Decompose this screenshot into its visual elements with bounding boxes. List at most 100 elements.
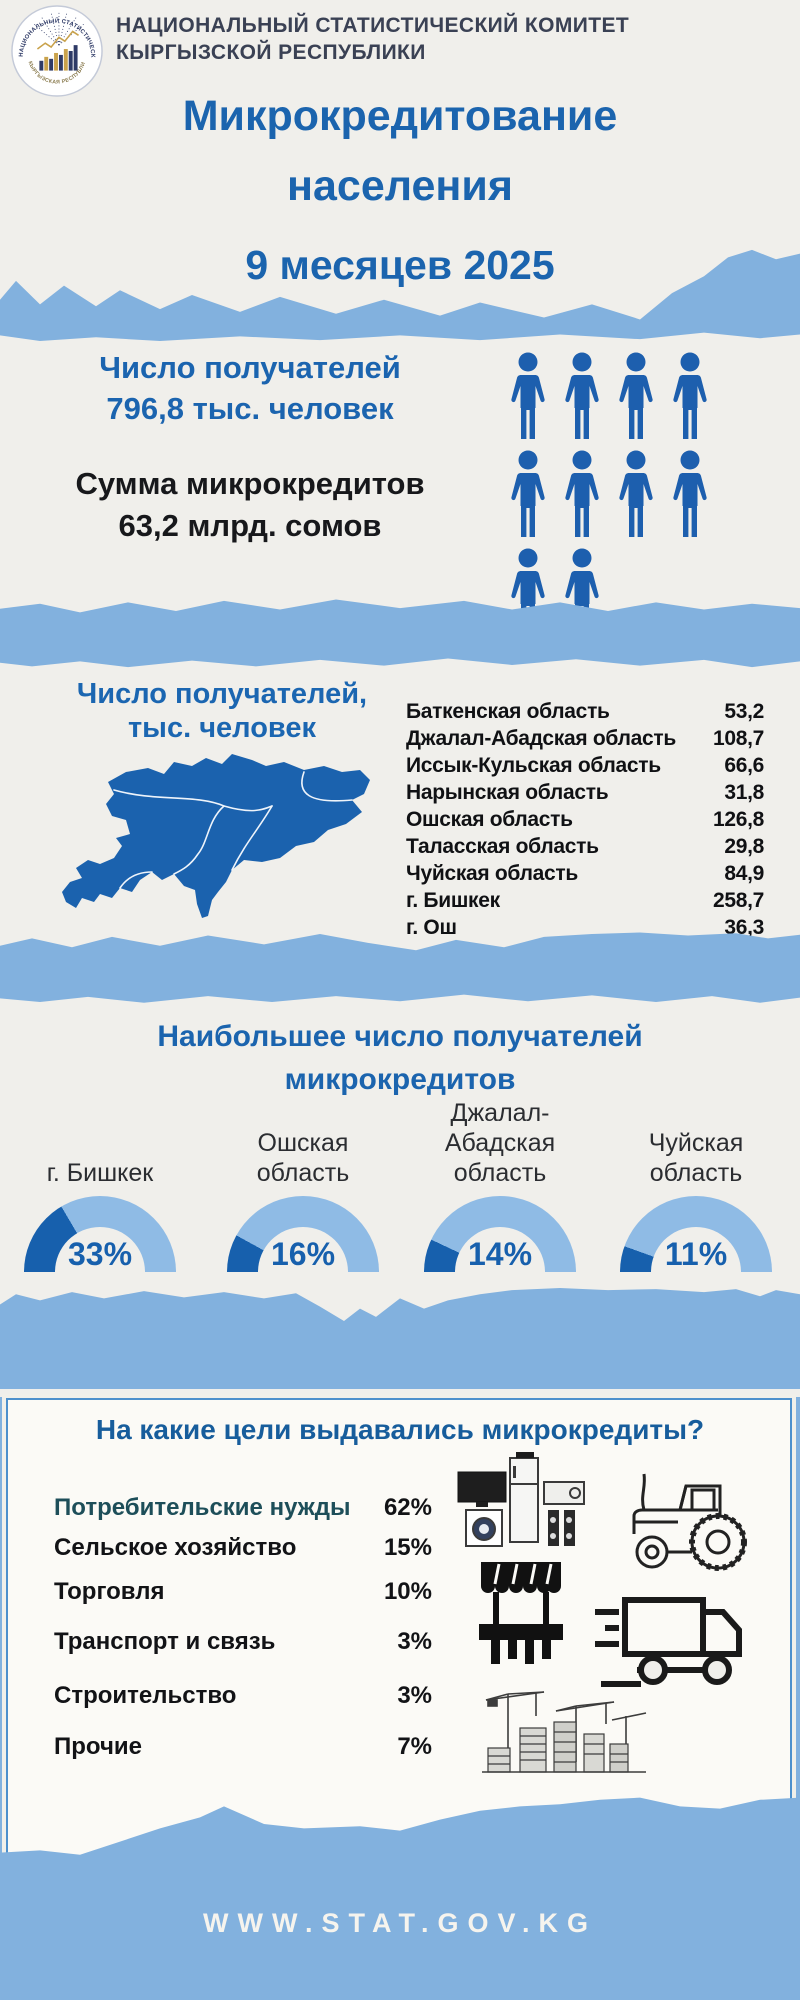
- website-url: WWW.STAT.GOV.KG: [203, 1908, 597, 1938]
- gauge-percent: 11%: [664, 1236, 728, 1272]
- nsc-logo: НАЦИОНАЛЬНЫЙ СТАТИСТИЧЕСКИЙ КОМИТЕТ КЫРГ…: [7, 0, 104, 103]
- gauge-label: Чуйская область: [648, 1129, 744, 1187]
- org-name: НАЦИОНАЛЬНЫЙ СТАТИСТИЧЕСКИЙ КОМИТЕТ КЫРГ…: [116, 12, 716, 66]
- purpose-value: 3%: [397, 1682, 432, 1709]
- appliances-icon: [452, 1452, 590, 1557]
- region-row: Джалал-Абадская область 108,7: [406, 727, 764, 753]
- gauges-title-line2: микрокредитов: [284, 1063, 516, 1096]
- person-icon: [511, 352, 545, 439]
- region-value: 31,8: [724, 781, 764, 804]
- purpose-value: 62%: [383, 1494, 432, 1521]
- region-label: г. Ош: [406, 916, 457, 939]
- purpose-label: Транспорт и связь: [54, 1628, 276, 1655]
- gauge-hole: 11%: [651, 1227, 741, 1272]
- nsc-logo-icon: НАЦИОНАЛЬНЫЙ СТАТИСТИЧЕСКИЙ КОМИТЕТ КЫРГ…: [7, 0, 103, 97]
- purpose-label: Сельское хозяйство: [54, 1534, 297, 1561]
- region-label: Ошская область: [406, 808, 573, 831]
- person-icon: [619, 450, 653, 537]
- region-row: Иссык-Кульская область 66,6: [406, 754, 764, 780]
- gauge-percent: 16%: [270, 1236, 336, 1272]
- brush-band-2: [0, 599, 800, 668]
- gauge-label: Ошская область: [256, 1129, 350, 1187]
- brush-band-3: [0, 932, 800, 1003]
- region-label: Нарынская область: [406, 781, 609, 804]
- region-row: Чуйская область 84,9: [406, 862, 764, 888]
- region-value: 108,7: [712, 727, 764, 750]
- gauge-label: Джалал-Абадская область: [444, 1099, 556, 1187]
- kyrgyzstan-map-icon: [56, 748, 372, 935]
- people-pictogram: [505, 352, 765, 635]
- page-title-line1: Микрокредитование: [182, 92, 618, 140]
- purpose-label: Строительство: [54, 1682, 237, 1709]
- logo-rays: [33, 11, 85, 46]
- purpose-value: 7%: [397, 1733, 432, 1760]
- region-label: Джалал-Абадская область: [406, 727, 676, 750]
- purposes-title: На какие цели выдавались микрокредиты?: [95, 1414, 705, 1445]
- gauge-chart: 14%: [424, 1196, 576, 1272]
- purpose-value: 3%: [397, 1628, 432, 1655]
- purpose-row: Транспорт и связь 3%: [54, 1628, 432, 1656]
- org-name-line2: КЫРГЫЗСКОЙ РЕСПУБЛИКИ: [116, 41, 426, 64]
- region-row: Таласская область 29,8: [406, 835, 764, 861]
- region-row: Нарынская область 31,8: [406, 781, 764, 807]
- purpose-label: Торговля: [54, 1578, 165, 1605]
- purposes-card: [2, 1394, 796, 1868]
- region-value: 29,8: [724, 835, 764, 858]
- gauge-chart: 16%: [227, 1196, 379, 1272]
- purpose-row: Прочие 7%: [54, 1733, 432, 1761]
- gauge-hole: 14%: [455, 1227, 545, 1272]
- region-value: 66,6: [724, 754, 764, 777]
- market-stall-icon: [477, 1562, 565, 1675]
- region-value: 126,8: [712, 808, 764, 831]
- purpose-row: Строительство 3%: [54, 1682, 432, 1710]
- gauge-label: г. Бишкек: [46, 1159, 154, 1187]
- region-row: г. Ош 36,3: [406, 916, 764, 942]
- recipients-count-value: 796,8 тыс. человек: [106, 391, 394, 426]
- region-label: Таласская область: [406, 835, 599, 858]
- page-title-line2: населения: [287, 162, 513, 210]
- gauge-hole: 16%: [258, 1227, 348, 1272]
- gauge-percent: 14%: [467, 1236, 533, 1272]
- person-icon: [565, 548, 599, 635]
- regions-title-line1: Число получателей,: [76, 678, 368, 710]
- region-label: г. Бишкек: [406, 889, 500, 912]
- person-icon: [511, 548, 545, 635]
- region-row: г. Бишкек 258,7: [406, 889, 764, 915]
- region-value: 36,3: [724, 916, 764, 939]
- gauges-title-line1: Наибольшее число получателей: [157, 1020, 643, 1053]
- person-icon: [565, 352, 599, 439]
- period-title: 9 месяцев 2025: [245, 242, 555, 288]
- purpose-row: Сельское хозяйство 15%: [54, 1534, 432, 1562]
- gauge-hole: 33%: [55, 1227, 145, 1272]
- region-label: Баткенская область: [406, 700, 610, 723]
- credit-sum-value: 63,2 млрд. сомов: [118, 508, 382, 543]
- person-icon: [673, 352, 707, 439]
- purpose-label: Прочие: [54, 1733, 143, 1760]
- region-row: Ошская область 126,8: [406, 808, 764, 834]
- gauge-chart: 33%: [24, 1196, 176, 1272]
- purpose-value: 10%: [383, 1578, 432, 1605]
- region-value: 53,2: [724, 700, 764, 723]
- delivery-truck-icon: [593, 1586, 748, 1699]
- purpose-value: 15%: [383, 1534, 432, 1561]
- regions-title-line2: тыс. человек: [127, 712, 317, 744]
- person-icon: [565, 450, 599, 537]
- org-name-line1: НАЦИОНАЛЬНЫЙ СТАТИСТИЧЕСКИЙ КОМИТЕТ: [116, 14, 630, 37]
- region-value: 84,9: [724, 862, 764, 885]
- person-icon: [619, 352, 653, 439]
- region-label: Иссык-Кульская область: [406, 754, 661, 777]
- logo-bar-chart: [36, 30, 79, 71]
- gauge-percent: 33%: [67, 1236, 133, 1272]
- person-icon: [673, 450, 707, 537]
- recipients-count-label: Число получателей: [99, 350, 401, 385]
- purpose-row: Торговля 10%: [54, 1578, 432, 1606]
- purpose-row: Потребительские нужды 62%: [54, 1494, 432, 1522]
- region-row: Баткенская область 53,2: [406, 700, 764, 726]
- purpose-label: Потребительские нужды: [54, 1494, 351, 1521]
- gauge-chart: 11%: [620, 1196, 772, 1272]
- region-value: 258,7: [712, 889, 764, 912]
- credit-sum-label: Сумма микрокредитов: [75, 466, 425, 501]
- tractor-icon: [622, 1462, 752, 1579]
- region-label: Чуйская область: [406, 862, 578, 885]
